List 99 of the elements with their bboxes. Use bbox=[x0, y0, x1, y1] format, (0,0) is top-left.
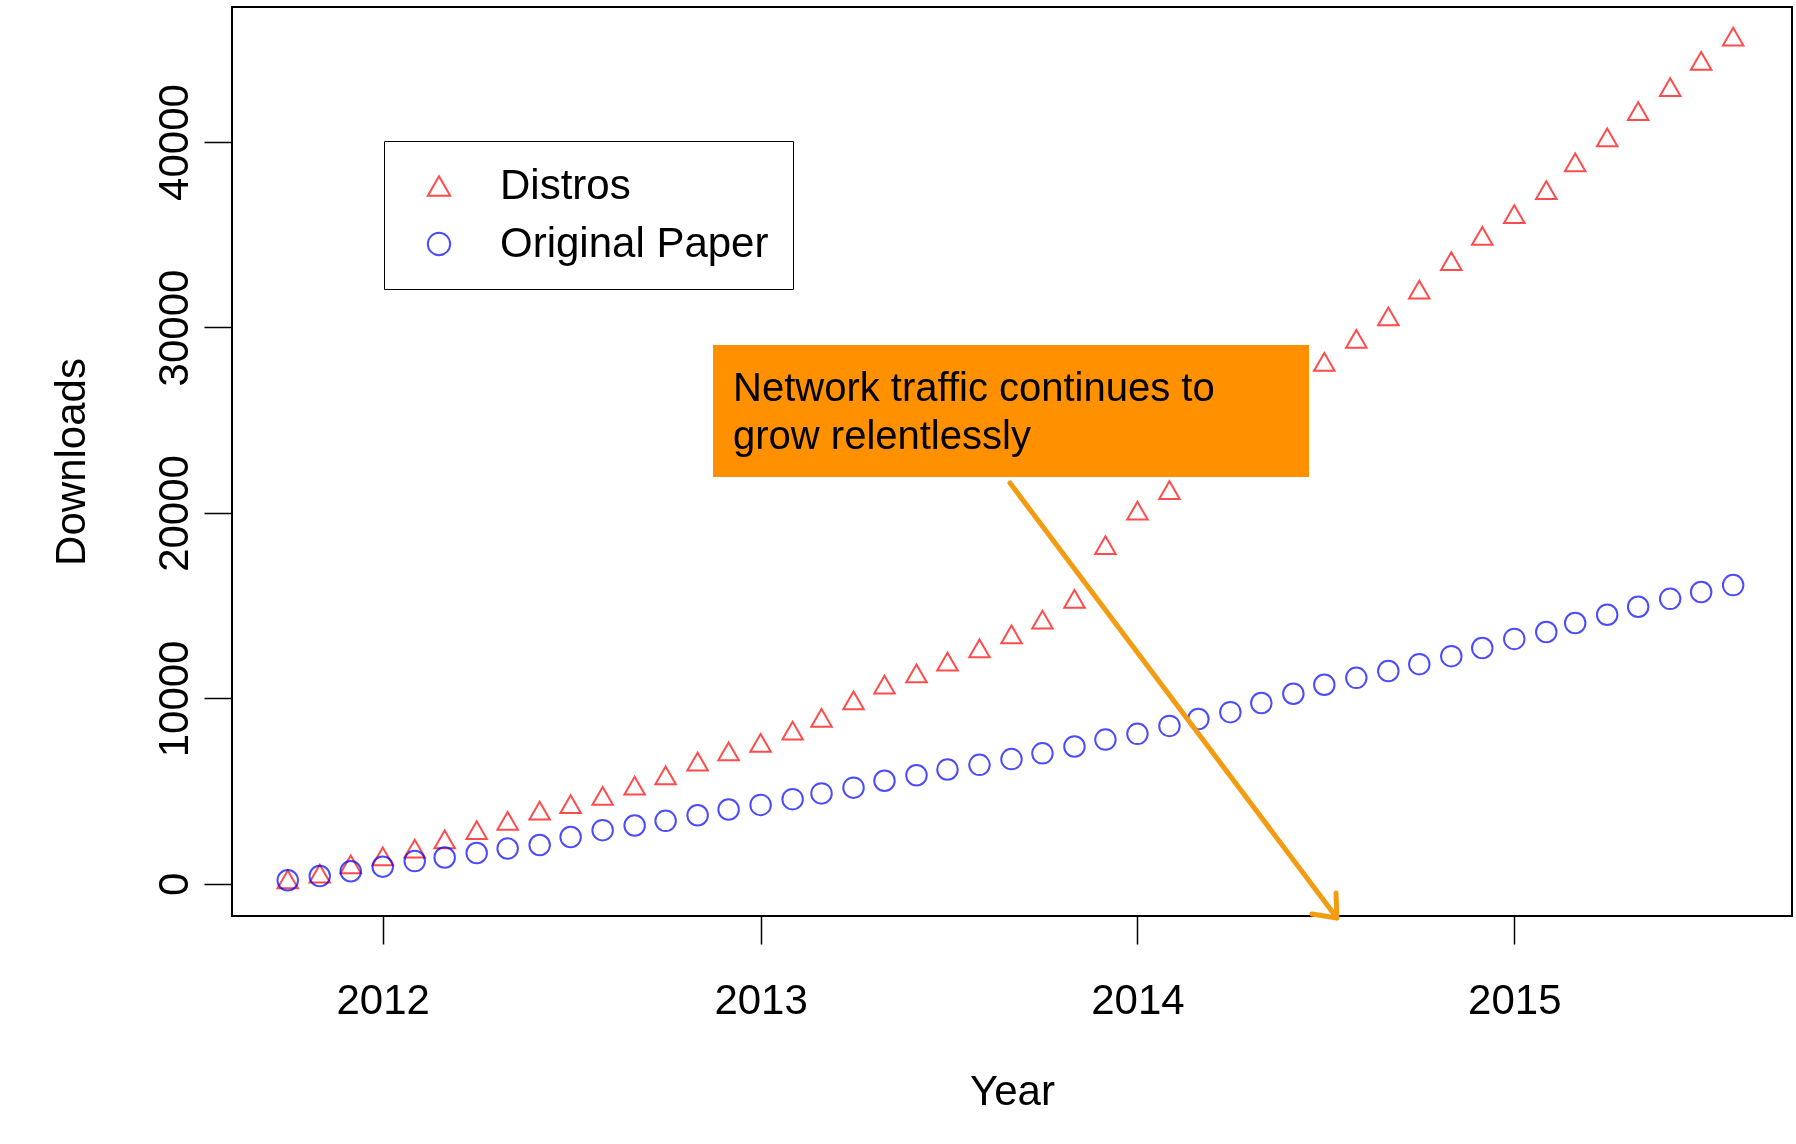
point bbox=[905, 663, 928, 684]
point bbox=[654, 809, 677, 833]
point bbox=[1658, 77, 1682, 97]
point bbox=[433, 846, 456, 869]
point bbox=[1158, 714, 1181, 738]
point bbox=[339, 854, 362, 875]
legend-label: Original Paper bbox=[500, 219, 769, 266]
point bbox=[591, 818, 614, 842]
point bbox=[1408, 279, 1431, 300]
point bbox=[842, 776, 865, 799]
point bbox=[559, 825, 582, 849]
point bbox=[717, 798, 740, 821]
point bbox=[1345, 329, 1368, 349]
point bbox=[1721, 26, 1745, 47]
point bbox=[623, 775, 646, 796]
point bbox=[1471, 636, 1494, 660]
point bbox=[1503, 204, 1526, 225]
point bbox=[749, 793, 772, 817]
point bbox=[1689, 580, 1713, 604]
point bbox=[654, 765, 677, 786]
point bbox=[1313, 351, 1336, 372]
x-tick-label: 2014 bbox=[1091, 975, 1185, 1023]
point bbox=[371, 846, 394, 867]
point bbox=[1063, 735, 1086, 758]
point bbox=[496, 837, 519, 860]
point bbox=[1126, 500, 1149, 521]
point bbox=[936, 651, 959, 672]
x-axis-title: Year bbox=[970, 1066, 1055, 1114]
point bbox=[496, 810, 519, 831]
point bbox=[403, 849, 426, 873]
point bbox=[559, 794, 582, 815]
point bbox=[686, 751, 709, 772]
point bbox=[1721, 573, 1745, 597]
point bbox=[968, 753, 991, 777]
point bbox=[465, 841, 488, 865]
point bbox=[1031, 609, 1054, 630]
point bbox=[873, 674, 896, 695]
point bbox=[842, 690, 865, 711]
point bbox=[339, 860, 362, 883]
point bbox=[591, 785, 614, 806]
point bbox=[781, 720, 804, 741]
point bbox=[1626, 101, 1650, 121]
point bbox=[781, 787, 804, 811]
point bbox=[1471, 226, 1494, 246]
point bbox=[1031, 742, 1054, 765]
point bbox=[1535, 180, 1558, 201]
point bbox=[1158, 480, 1181, 501]
point bbox=[717, 741, 740, 762]
point bbox=[1689, 50, 1713, 71]
point bbox=[528, 800, 551, 821]
point bbox=[1408, 652, 1431, 676]
point bbox=[403, 838, 426, 859]
legend-label: Distros bbox=[500, 161, 631, 208]
point bbox=[1440, 644, 1463, 668]
point bbox=[1595, 127, 1619, 148]
point bbox=[936, 758, 959, 781]
point bbox=[1440, 251, 1463, 271]
x-tick-label: 2015 bbox=[1468, 975, 1562, 1023]
annotation: Network traffic continues to grow relentlessly bbox=[713, 345, 1309, 477]
point bbox=[1377, 659, 1400, 683]
point bbox=[1595, 603, 1619, 627]
point bbox=[1563, 611, 1587, 635]
point bbox=[623, 814, 646, 837]
point bbox=[686, 804, 709, 827]
point bbox=[1535, 620, 1558, 644]
y-tick-label: 0 bbox=[149, 872, 197, 897]
y-tick-label: 40000 bbox=[149, 84, 197, 201]
point bbox=[371, 855, 394, 878]
point bbox=[1345, 666, 1368, 690]
point bbox=[1503, 627, 1526, 651]
y-tick-label: 10000 bbox=[149, 640, 197, 758]
y-tick-label: 30000 bbox=[149, 269, 197, 387]
point bbox=[1658, 587, 1682, 611]
point bbox=[1282, 682, 1305, 706]
point bbox=[1063, 588, 1086, 609]
point bbox=[810, 708, 833, 728]
point bbox=[749, 733, 772, 753]
x-tick-label: 2012 bbox=[336, 975, 430, 1023]
point bbox=[1563, 152, 1587, 173]
point bbox=[1094, 728, 1117, 751]
point bbox=[1219, 700, 1242, 724]
point bbox=[1000, 624, 1023, 645]
y-tick-label: 20000 bbox=[149, 455, 197, 572]
point bbox=[905, 764, 928, 787]
x-tick-label: 2013 bbox=[714, 975, 808, 1023]
point bbox=[465, 820, 488, 840]
point bbox=[1377, 306, 1400, 327]
point bbox=[1626, 595, 1650, 619]
point bbox=[810, 782, 833, 805]
point bbox=[433, 829, 456, 850]
point bbox=[1000, 747, 1023, 771]
y-axis-title: Downloads bbox=[46, 358, 94, 566]
point bbox=[873, 769, 896, 793]
point bbox=[968, 638, 991, 659]
point bbox=[1313, 673, 1336, 696]
point bbox=[528, 833, 551, 857]
point bbox=[1094, 535, 1117, 555]
point bbox=[1126, 722, 1149, 746]
point bbox=[1250, 691, 1273, 715]
